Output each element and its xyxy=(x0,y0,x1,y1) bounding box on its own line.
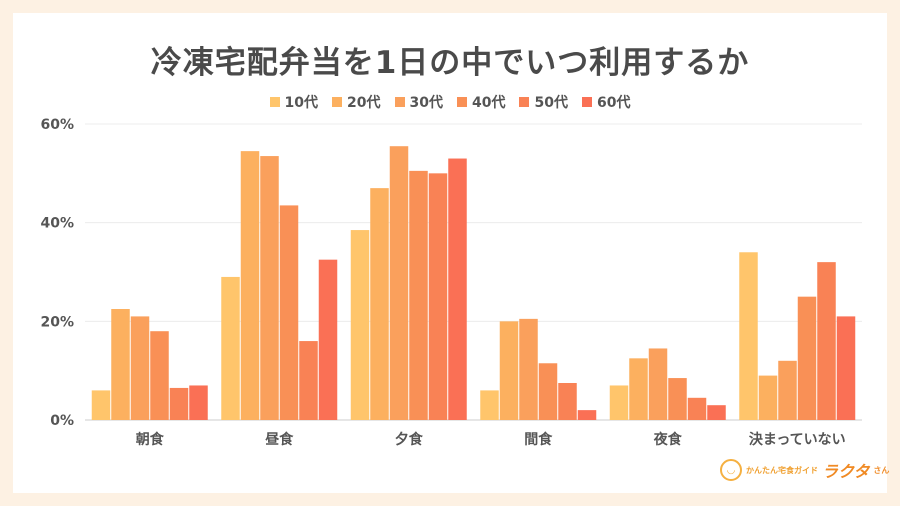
brand-name: ラクタ xyxy=(822,462,870,481)
legend-item: 40代 xyxy=(457,92,505,112)
bar xyxy=(318,259,338,420)
bar xyxy=(111,309,130,420)
bar xyxy=(260,156,279,421)
bar xyxy=(797,296,817,420)
legend-label: 30代 xyxy=(409,95,443,111)
bar xyxy=(758,375,778,420)
chart-legend: 10代 20代 30代 40代 50代 60代 xyxy=(0,92,900,112)
legend-item: 60代 xyxy=(581,92,631,112)
legend-swatch xyxy=(394,97,405,107)
legend-label: 40代 xyxy=(472,95,506,111)
bar xyxy=(428,173,448,420)
bar xyxy=(519,318,538,420)
legend-label: 20代 xyxy=(347,95,381,111)
bar xyxy=(558,383,577,420)
bar xyxy=(538,363,558,420)
bar xyxy=(240,151,260,420)
rice-bowl-icon: ◡ xyxy=(720,459,742,481)
chart-title: 冷凍宅配弁当を1日の中でいつ利用するか xyxy=(150,45,750,81)
legend-swatch xyxy=(457,97,467,107)
x-tick-label: 間食 xyxy=(524,431,553,448)
legend-swatch xyxy=(519,97,530,107)
legend-label: 60代 xyxy=(596,95,631,111)
bar xyxy=(389,146,409,420)
bar xyxy=(739,252,758,420)
legend-label: 50代 xyxy=(534,95,568,111)
x-tick-label: 決まっていない xyxy=(749,431,846,448)
brand-logo: ◡ かんたん宅食ガイド ラクタ さん xyxy=(720,458,889,482)
x-tick-label: 夕食 xyxy=(395,431,424,448)
y-tick-label: 20% xyxy=(40,314,74,330)
y-tick-label: 40% xyxy=(40,216,74,232)
bar xyxy=(350,230,370,420)
legend-swatch xyxy=(332,97,343,107)
bar xyxy=(629,358,648,420)
bar xyxy=(279,205,299,420)
bar xyxy=(836,316,856,420)
brand-suffix: さん xyxy=(873,465,890,475)
bar xyxy=(370,188,389,420)
y-tick-label: 0% xyxy=(50,413,74,429)
bar xyxy=(150,331,169,420)
bar xyxy=(668,378,687,420)
bar xyxy=(609,385,629,420)
bar xyxy=(91,390,111,420)
bar xyxy=(169,387,189,420)
legend-swatch xyxy=(269,97,280,107)
legend-swatch xyxy=(581,97,592,107)
legend-item: 30代 xyxy=(394,92,443,112)
bar xyxy=(577,410,597,420)
x-tick-label: 昼食 xyxy=(265,431,294,448)
bar xyxy=(480,390,499,420)
bar xyxy=(687,397,707,420)
legend-label: 10代 xyxy=(284,95,319,111)
bar xyxy=(499,321,519,420)
bar xyxy=(778,360,797,420)
y-tick-label: 60% xyxy=(40,117,74,133)
legend-item: 50代 xyxy=(519,92,568,112)
legend-item: 20代 xyxy=(332,92,381,112)
bar xyxy=(817,262,836,420)
bar xyxy=(409,170,428,420)
bar xyxy=(299,341,318,420)
bar xyxy=(130,316,150,420)
x-tick-label: 朝食 xyxy=(136,431,165,448)
bar xyxy=(648,348,668,420)
bar xyxy=(221,276,240,420)
legend-item: 10代 xyxy=(269,92,319,112)
brand-tagline: かんたん宅食ガイド xyxy=(746,465,818,475)
x-tick-label: 夜食 xyxy=(653,431,683,448)
bar xyxy=(448,158,467,421)
bar xyxy=(189,385,208,420)
bar xyxy=(707,405,726,420)
